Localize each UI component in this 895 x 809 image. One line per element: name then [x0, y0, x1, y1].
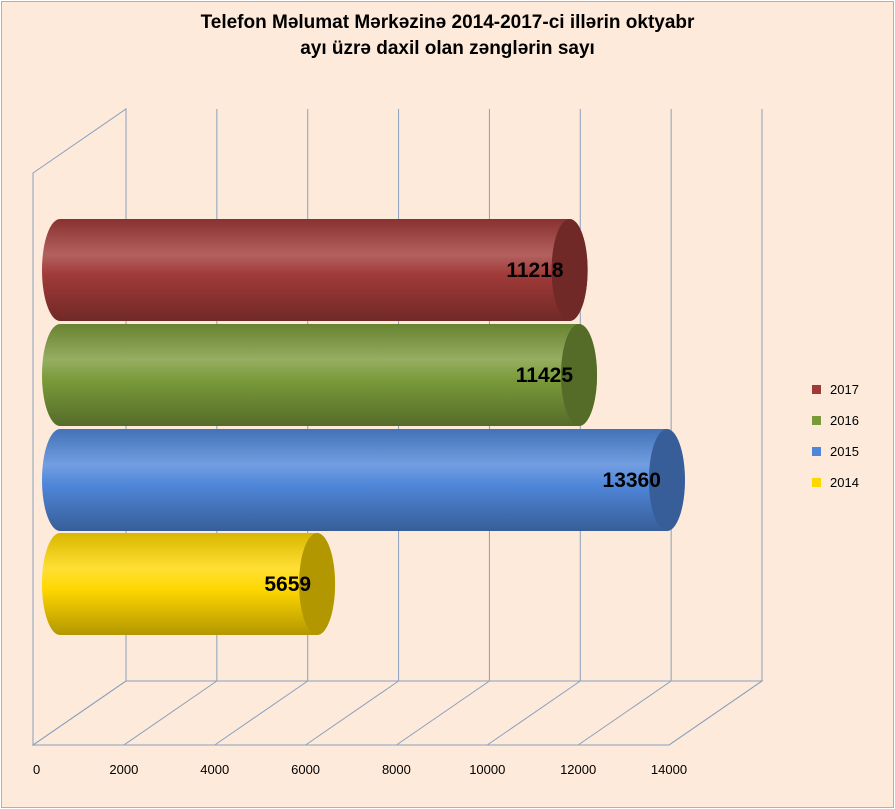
bar-body: [42, 219, 588, 321]
bar-body: [42, 533, 336, 635]
gridline-floor-2: [214, 680, 308, 746]
bar-end-cap: [648, 429, 685, 531]
bar-body: [42, 324, 598, 426]
x-tick-label: 0: [33, 762, 40, 777]
x-axis-tick-labels: 0 2000 4000 6000 8000 10000 12000 14000: [33, 762, 687, 777]
legend-swatch: [812, 416, 821, 425]
x-tick-label: 4000: [200, 762, 229, 777]
chart-walls: [31, 108, 764, 746]
bar-2017: 11218: [42, 219, 588, 321]
bar-end-cap: [551, 219, 588, 321]
gridline-floor-7: [668, 680, 763, 746]
bar-2014: 5659: [42, 533, 336, 635]
x-tick-label: 10000: [469, 762, 505, 777]
gridline-floor-1: [123, 680, 218, 746]
legend-label: 2014: [830, 475, 859, 490]
x-tick-label: 6000: [291, 762, 320, 777]
chart-title-line-2: ayı üzrə daxil olan zənglərin sayı: [300, 38, 595, 59]
gridline-floor-6: [577, 680, 672, 746]
gridlines: [123, 109, 763, 746]
gridline-floor-4: [396, 680, 490, 746]
legend-swatch: [812, 447, 821, 456]
bars: 11218 11425 13360 5659: [42, 219, 685, 635]
floor: [31, 680, 764, 746]
legend-label: 2016: [830, 413, 859, 428]
x-tick-label: 12000: [560, 762, 596, 777]
data-label-2014: 5659: [264, 573, 311, 596]
gridline-floor-3: [305, 680, 399, 746]
bar-end-cap: [561, 324, 598, 426]
legend-label: 2015: [830, 444, 859, 459]
legend-label: 2017: [830, 382, 859, 397]
legend: 2017 2016 2015 2014: [812, 382, 859, 490]
x-tick-label: 2000: [109, 762, 138, 777]
side-wall: [32, 108, 127, 746]
bar-end-cap: [299, 533, 336, 635]
bar-2015: 13360: [42, 429, 685, 531]
chart-title-line-1: Telefon Məlumat Mərkəzinə 2014-2017-ci i…: [200, 12, 695, 33]
bar-2016: 11425: [42, 324, 598, 426]
bar-body: [42, 429, 685, 531]
x-tick-label: 8000: [382, 762, 411, 777]
chart-title: Telefon Məlumat Mərkəzinə 2014-2017-ci i…: [0, 10, 895, 62]
data-label-2017: 11218: [506, 259, 564, 282]
legend-swatch: [812, 385, 821, 394]
x-tick-label: 14000: [651, 762, 687, 777]
data-label-2015: 13360: [603, 469, 661, 492]
legend-swatch: [812, 478, 821, 487]
data-label-2016: 11425: [516, 364, 574, 387]
gridline-floor-5: [487, 680, 581, 746]
